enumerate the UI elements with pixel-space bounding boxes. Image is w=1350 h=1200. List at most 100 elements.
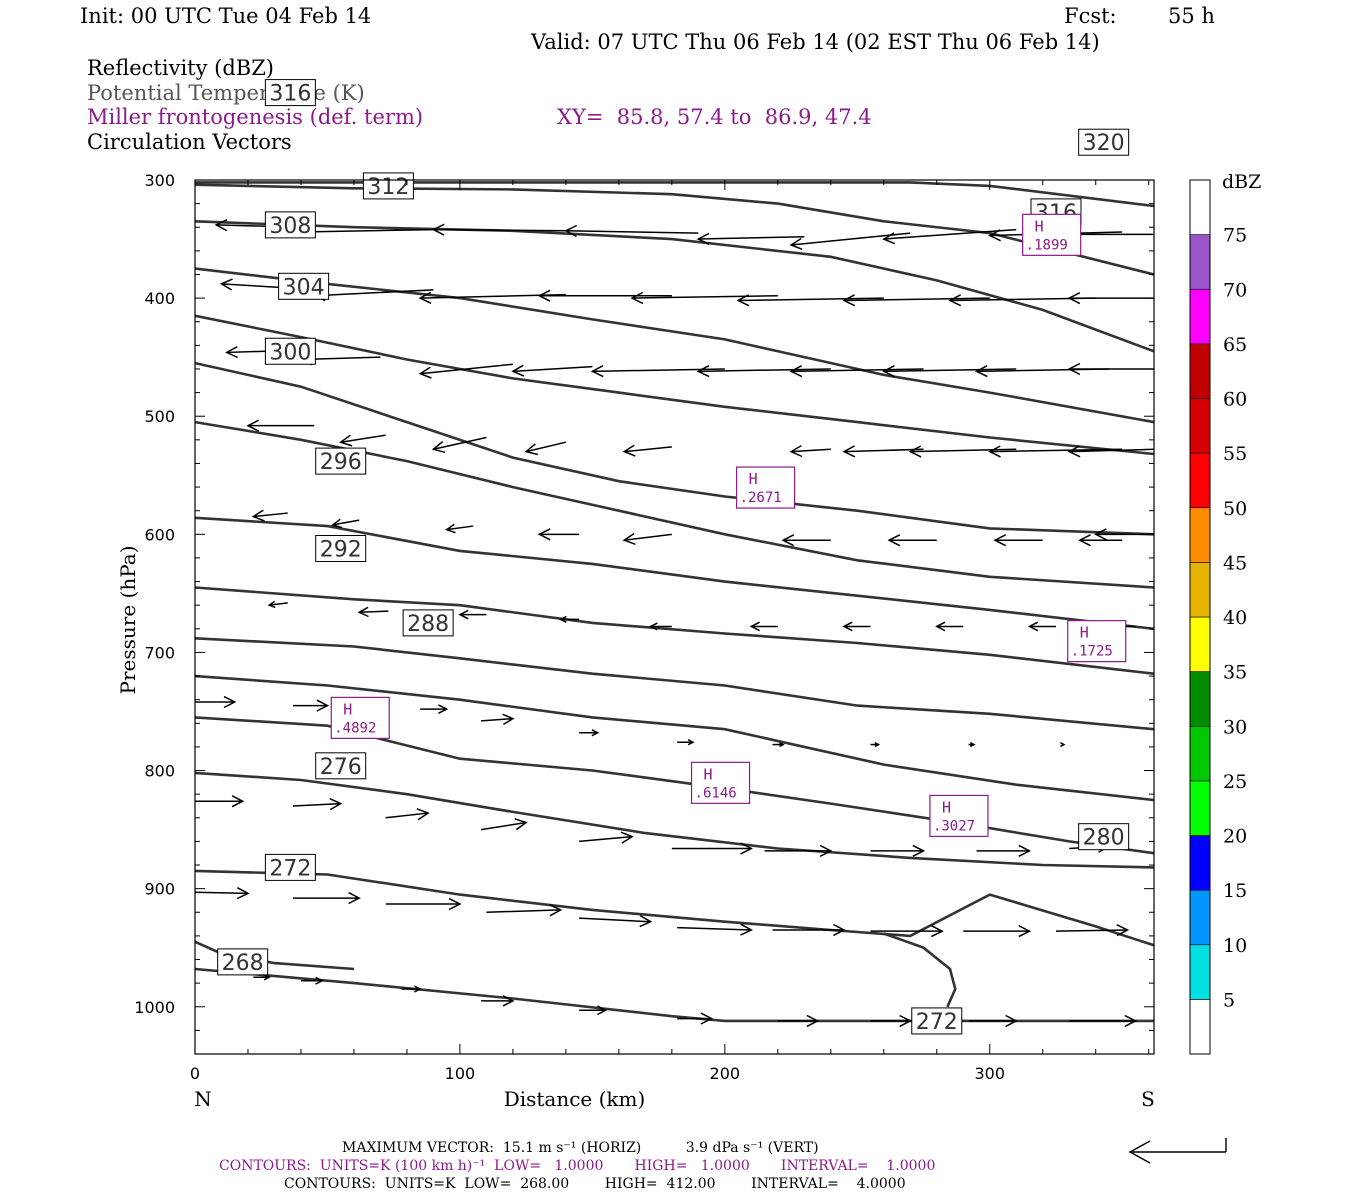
colorbar-tick-label: 55 [1223,443,1247,465]
vector-head [246,419,260,432]
vector-head [882,232,896,245]
vector-shaft [385,812,429,819]
colorbar-segment [1189,562,1211,618]
vector-head [339,434,353,447]
frontogenesis-maxima: H .1899 H .2671 H .1725 H .4892 H .6146 H .3027 [330,213,1127,838]
vector-head [348,891,361,905]
vector-head [974,365,988,378]
vector-head [931,925,944,938]
circulation-vector [870,742,881,748]
circulation-vector [312,289,434,302]
theta-label-box [315,447,367,475]
circulation-vector [537,528,580,541]
circulation-vector [649,622,672,631]
vector-head [1094,528,1107,541]
circulation-vector [789,365,924,378]
vector-head [740,842,753,855]
colorbar-tick-label: 10 [1223,935,1247,957]
vector-head [779,742,785,748]
theta-contour-label: 272 [911,1007,963,1035]
circulation-vector [558,615,580,623]
circulation-vector [564,224,699,238]
theta-contour-line [195,267,1154,424]
vector-shaft [1055,929,1128,932]
vector-shaft [446,525,474,531]
max-box [1067,620,1127,663]
colorbar-segment [1189,288,1211,345]
colorbar-segment [1189,780,1211,836]
vector-head [740,923,753,936]
vector-head [219,278,233,291]
vector-shaft [486,909,561,914]
theta-contour-line [195,771,1154,869]
theta-contour-line [883,932,957,1008]
field-frontogenesis: Miller frontogenesis (def. term) [87,105,424,129]
circulation-vector [696,232,805,245]
max-letter: H [942,798,951,816]
colorbar-segment [1189,725,1211,782]
y-axis-label: Pressure (hPa) [116,546,140,695]
frontogenesis-contour-info: CONTOURS: UNITS=K (100 km h)⁻¹ LOW= 1.00… [219,1158,936,1174]
theta-contour-label: 304 [278,272,330,300]
circulation-vector [870,844,926,857]
reference-vector [1128,1138,1227,1164]
theta-label-text: 308 [269,214,311,239]
vector-head [1018,925,1032,938]
vector-shaft [1069,448,1154,453]
vector-head [969,742,976,748]
cross-section-endpoints: XY= 85.8, 57.4 to 86.9, 47.4 [557,105,872,129]
theta-contour-label: 280 [1078,823,1130,851]
y-tick-label: 400 [144,289,175,308]
theta-label-text: 288 [407,612,449,637]
circulation-vector [385,897,462,911]
circulation-vector [630,291,778,305]
theta-contour-line [195,420,1154,589]
circulation-vector [579,831,634,844]
theta-label-text: 304 [283,275,325,300]
circulation-vector [267,600,288,609]
x-tick-label: 200 [710,1064,741,1083]
vector-head [514,818,528,831]
vector-head [833,923,846,937]
x-tick-label: 300 [974,1064,1005,1083]
vector-head [912,844,926,857]
theta-label-text: 316 [269,82,311,107]
theta-contour-info: CONTOURS: UNITS=K LOW= 268.00 HIGH= 412.… [284,1176,906,1192]
frontogenesis-max-marker: H .6146 [690,761,751,804]
vector-shaft [844,297,990,302]
vector-head [899,1014,912,1028]
contour-labels: 268 272 272 276 280 288 292 296 300 304 308 312 316 3… [217,79,1130,1035]
theta-label-box [264,79,316,107]
circulation-vector [988,445,1123,458]
theta-contour-label: 308 [264,211,316,239]
vector-shaft [791,448,831,453]
circulation-vectors [195,219,1154,1028]
plot-frame [194,179,1155,1055]
circulation-vector [1067,445,1154,458]
theta-contour-label: 272 [264,853,316,881]
circulation-vector [968,742,976,748]
x-tick-label: 100 [445,1064,476,1083]
vector-head [431,223,445,236]
vector-shaft [314,289,434,297]
max-box [929,794,989,838]
circulation-vector [772,742,785,748]
circulation-vector [749,621,778,632]
circulation-vector [622,532,672,546]
circulation-vector [195,695,237,709]
vector-head [1067,292,1081,305]
theta-contour-line [195,516,1154,631]
theta-contour-line [195,637,1154,731]
circulation-vector [579,915,653,928]
circulation-vector [458,609,487,620]
vector-head [316,699,330,712]
circulation-vector [963,925,1032,938]
max-letter: H [343,700,352,718]
circulation-vector [524,441,567,456]
circulation-vector [677,1012,714,1025]
vector-head [416,808,430,821]
circulation-vector [292,798,343,811]
colorbar-segment [1189,835,1211,891]
vector-head [630,291,644,305]
